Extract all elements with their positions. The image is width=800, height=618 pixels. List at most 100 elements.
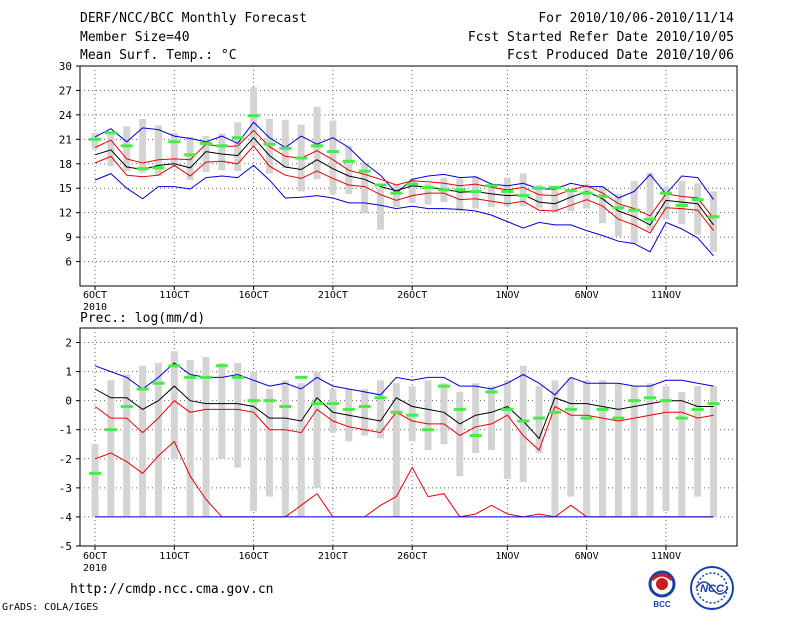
x-tick-label: 6NOV — [575, 551, 599, 562]
median-mark — [675, 416, 688, 420]
y-tick-label: 18 — [59, 158, 72, 171]
data-box — [91, 132, 99, 150]
median-mark — [469, 189, 482, 193]
median-mark — [89, 137, 101, 141]
data-box — [662, 386, 670, 512]
data-box — [567, 192, 575, 212]
data-box — [392, 184, 400, 207]
data-box — [313, 371, 321, 488]
data-box — [599, 186, 607, 224]
bcc-logo-text: BCC — [653, 600, 671, 609]
x-tick-label: 1NOV — [495, 551, 519, 562]
median-mark — [628, 399, 641, 403]
median-mark — [453, 188, 466, 192]
data-box — [424, 380, 432, 451]
median-mark — [374, 183, 387, 187]
ncc-logo: NCC — [690, 566, 734, 610]
data-box — [456, 391, 464, 477]
median-mark — [263, 399, 276, 403]
median-mark — [485, 390, 498, 394]
data-box — [614, 193, 622, 237]
median-mark — [120, 144, 133, 148]
data-box — [678, 391, 686, 517]
median-mark — [311, 144, 324, 148]
y-tick-label: 6 — [65, 256, 72, 269]
data-box — [186, 136, 194, 181]
median-mark — [564, 189, 577, 193]
x-tick-label: 26OCT — [397, 551, 427, 562]
y-tick-label: 24 — [59, 109, 73, 122]
x-tick-label: 6OCT — [83, 551, 107, 562]
data-box — [202, 136, 210, 172]
median-mark — [548, 185, 561, 189]
data-box — [551, 380, 559, 517]
median-mark — [247, 114, 260, 118]
median-mark — [89, 471, 101, 475]
median-mark — [104, 131, 117, 135]
median-mark — [231, 136, 244, 140]
median-mark — [485, 184, 498, 188]
median-mark — [675, 203, 688, 207]
source-url[interactable]: http://cmdp.ncc.cma.gov.cn — [70, 582, 274, 597]
x-tick-label: 16OCT — [239, 290, 269, 301]
median-mark — [580, 191, 593, 195]
y-tick-label: -5 — [59, 540, 72, 553]
data-box — [408, 179, 416, 203]
median-mark — [311, 402, 324, 406]
median-mark — [422, 185, 435, 189]
median-mark — [659, 191, 672, 195]
data-box — [630, 180, 638, 244]
median-mark — [564, 407, 577, 411]
data-box — [313, 106, 321, 180]
data-box — [646, 172, 654, 231]
data-box — [361, 162, 369, 214]
x-tick-label: 21OCT — [318, 551, 348, 562]
data-box — [250, 371, 258, 512]
data-box — [710, 191, 718, 252]
data-box — [329, 120, 337, 194]
y-tick-label: -4 — [59, 511, 73, 524]
median-mark — [263, 142, 276, 146]
data-box — [297, 383, 305, 517]
bcc-logo: BCC — [648, 570, 676, 609]
data-box — [583, 380, 591, 517]
data-box — [361, 389, 369, 436]
data-box — [281, 119, 289, 168]
data-box — [218, 362, 226, 459]
median-mark — [437, 188, 450, 192]
median-mark — [659, 399, 672, 403]
median-mark — [136, 387, 149, 391]
median-mark — [358, 169, 371, 173]
median-mark — [707, 215, 720, 219]
ncc-logo-text: NCC — [700, 583, 725, 595]
y-tick-label: 21 — [59, 133, 72, 146]
median-mark — [596, 194, 609, 198]
median-mark — [596, 407, 609, 411]
data-box — [630, 386, 638, 517]
median-mark — [120, 404, 133, 408]
plot-frame — [79, 327, 738, 547]
median-mark — [326, 402, 339, 406]
data-box — [456, 178, 464, 212]
median-mark — [295, 375, 308, 379]
data-box — [139, 365, 147, 517]
median-mark — [580, 416, 593, 420]
data-box — [376, 188, 384, 230]
data-box — [567, 377, 575, 497]
y-tick-label: -3 — [59, 482, 72, 495]
data-box — [694, 386, 702, 497]
y-tick-label: 2 — [65, 337, 72, 350]
line-max — [94, 362, 714, 396]
fcst-produced: Fcst Produced Date 2010/10/06 — [507, 48, 734, 63]
median-mark — [215, 364, 228, 368]
x-tick-label: 21OCT — [318, 290, 348, 301]
median-mark — [691, 407, 704, 411]
data-box — [376, 380, 384, 439]
data-box — [472, 383, 480, 453]
median-mark — [168, 140, 181, 144]
x-tick-label: 6NOV — [575, 290, 599, 301]
line-mean-minus-sd — [94, 145, 714, 234]
y-tick-label: -1 — [59, 424, 72, 437]
